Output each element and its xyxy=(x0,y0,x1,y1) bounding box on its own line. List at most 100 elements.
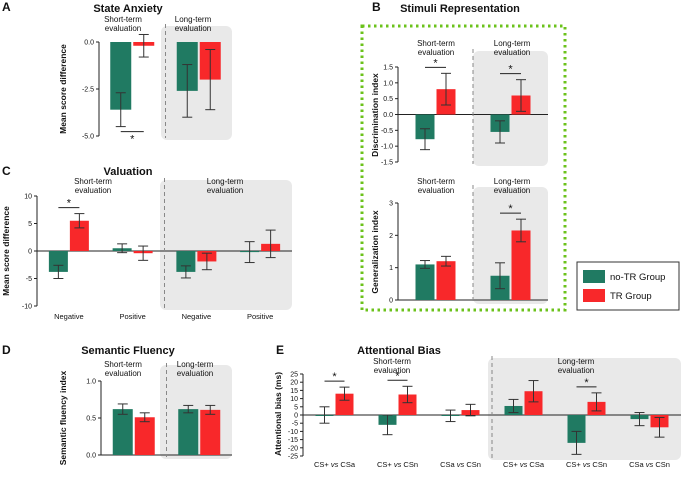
bar-tr xyxy=(200,409,221,455)
x-category-label: Negative xyxy=(182,312,212,321)
y-tick-label: -1.5 xyxy=(381,160,393,167)
y-tick-label: 10 xyxy=(24,194,32,201)
y-axis-title: Discrimination index xyxy=(370,73,380,157)
stimuli-representation-box xyxy=(360,24,567,312)
y-tick-label: -5 xyxy=(292,421,298,428)
legend-label-tr: TR Group xyxy=(610,291,652,302)
legend-label-no-tr: no-TR Group xyxy=(610,272,665,283)
bar-no-tr xyxy=(178,409,199,455)
x-category-label: CS+ vs CSa xyxy=(503,460,545,469)
x-category-label: CSa vs CSn xyxy=(629,460,670,469)
panel-label: C xyxy=(2,164,11,178)
panel-title: Stimuli Representation xyxy=(400,3,520,15)
y-tick-label: -2.5 xyxy=(82,87,94,94)
legend-frame xyxy=(576,261,680,311)
panel-title: State Anxiety xyxy=(93,3,163,15)
bar-tr xyxy=(436,261,456,300)
x-category-label: CS+ vs CSa xyxy=(314,460,356,469)
y-tick-label: -15 xyxy=(288,437,298,444)
y-tick-label: 0.0 xyxy=(383,112,393,119)
group-label: Long-term evaluation xyxy=(494,39,531,57)
y-tick-label: -5 xyxy=(26,276,32,283)
x-category-label: CS+ vs CSn xyxy=(566,460,607,469)
y-axis-title: Mean score difference xyxy=(58,44,68,134)
significance-star: * xyxy=(508,64,513,76)
y-tick-label: -0.5 xyxy=(381,128,393,135)
bar-tr xyxy=(134,417,155,455)
bar-tr xyxy=(335,393,354,415)
y-tick-label: 5 xyxy=(294,404,298,411)
y-tick-label: 0.0 xyxy=(86,453,96,460)
bar-tr xyxy=(511,230,531,300)
group-label: Short-term evaluation xyxy=(104,15,142,33)
bar-no-tr xyxy=(176,251,196,272)
y-tick-label: 0 xyxy=(294,413,298,420)
y-tick-label: -25 xyxy=(288,454,298,461)
significance-star: * xyxy=(395,370,400,382)
y-tick-label: 15 xyxy=(290,388,298,395)
bar-no-tr xyxy=(48,251,68,272)
x-category-label: Positive xyxy=(247,312,273,321)
y-tick-label: 0.0 xyxy=(84,40,94,47)
y-tick-label: 0 xyxy=(28,249,32,256)
significance-star: * xyxy=(508,203,513,215)
y-tick-label: -10 xyxy=(22,304,32,311)
group-label: Short-term evaluation xyxy=(74,177,112,195)
legend-swatch-tr xyxy=(583,289,605,302)
bar-no-tr xyxy=(415,114,435,140)
group-label: Long-term evaluation xyxy=(494,177,531,195)
panel-label: D xyxy=(2,343,11,357)
y-axis-title: Semantic fluency index xyxy=(58,370,68,465)
significance-star: * xyxy=(67,198,72,210)
y-tick-label: 1 xyxy=(389,265,393,272)
y-tick-label: 0.5 xyxy=(383,96,393,103)
panel-label: A xyxy=(2,0,11,14)
y-tick-label: 25 xyxy=(290,372,298,379)
bar-no-tr xyxy=(110,42,132,110)
y-tick-label: 3 xyxy=(389,201,393,208)
y-tick-label: 0 xyxy=(389,298,393,305)
bar-no-tr xyxy=(112,409,133,455)
x-category-label: CS+ vs CSn xyxy=(377,460,418,469)
group-label: Short-term evaluation xyxy=(417,39,455,57)
x-category-label: Negative xyxy=(54,312,84,321)
panel-title: Attentional Bias xyxy=(357,345,441,357)
group-label: Long-term evaluation xyxy=(175,15,212,33)
y-tick-label: -10 xyxy=(288,429,298,436)
long-term-shade xyxy=(488,358,681,460)
y-axis-title: Mean score difference xyxy=(1,206,11,296)
panel-label: B xyxy=(372,0,381,14)
y-tick-label: -1.0 xyxy=(381,144,393,151)
panel-title: Valuation xyxy=(104,166,153,178)
y-tick-label: -20 xyxy=(288,445,298,452)
y-tick-label: 20 xyxy=(290,380,298,387)
significance-star: * xyxy=(332,371,337,383)
y-tick-label: 2 xyxy=(389,233,393,240)
panel-label: E xyxy=(276,343,284,357)
significance-star: * xyxy=(433,57,438,69)
bar-no-tr xyxy=(567,415,586,443)
significance-star: * xyxy=(130,134,135,146)
legend-swatch-no-tr xyxy=(583,270,605,283)
long-term-shade xyxy=(160,180,292,310)
y-axis-title: Attentional bias (ms) xyxy=(273,372,283,456)
bar-no-tr xyxy=(415,264,435,300)
y-tick-label: -5.0 xyxy=(82,134,94,141)
legend: no-TR Group TR Group xyxy=(576,261,680,311)
group-label: Short-term evaluation xyxy=(417,177,455,195)
group-label: Long-term evaluation xyxy=(177,360,214,378)
group-label: Long-term evaluation xyxy=(558,357,595,375)
long-term-shade xyxy=(473,51,548,166)
bar-tr xyxy=(524,391,543,415)
bar-tr xyxy=(398,394,417,415)
group-label: Short-term evaluation xyxy=(373,357,411,375)
x-category-label: CSa vs CSn xyxy=(440,460,481,469)
y-axis-title: Generalization index xyxy=(370,210,380,293)
y-tick-label: 5 xyxy=(28,221,32,228)
significance-star: * xyxy=(584,377,589,389)
y-tick-label: 1.0 xyxy=(383,80,393,87)
group-label: Short-term evaluation xyxy=(104,360,142,378)
y-tick-label: 1.0 xyxy=(86,379,96,386)
group-label: Long-term evaluation xyxy=(207,177,244,195)
